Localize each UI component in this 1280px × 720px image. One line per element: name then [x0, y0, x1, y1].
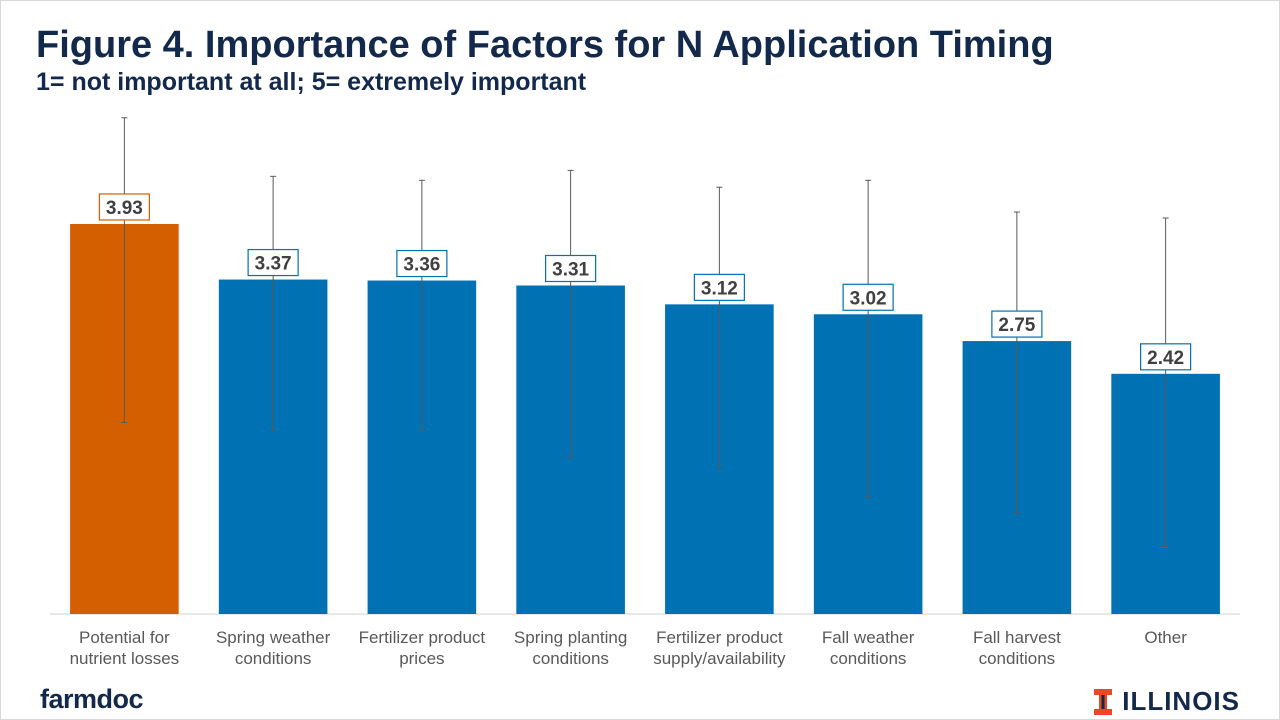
data-label: 3.93: [106, 198, 143, 219]
data-label-box: [247, 248, 299, 277]
data-label: 3.02: [850, 288, 887, 309]
x-tick-label: Fertilizer product prices: [359, 628, 486, 668]
x-tick-label: Fall harvest conditions: [973, 628, 1061, 668]
x-tick-label: Spring planting conditions: [514, 628, 627, 668]
data-label-box: [396, 249, 448, 278]
data-label-box: [98, 193, 150, 221]
data-label: 3.36: [403, 255, 440, 276]
x-tick-label: Spring weather conditions: [216, 628, 331, 668]
data-label-box: [842, 283, 894, 311]
illinois-logo: ILLINOIS: [1094, 686, 1240, 717]
data-label-box: [545, 254, 597, 283]
illinois-wordmark: ILLINOIS: [1122, 686, 1240, 716]
farmdoc-logo: farmdoc: [40, 684, 144, 714]
x-tick-label: Potential for nutrient losses: [70, 628, 180, 668]
block-i-icon: [1094, 688, 1113, 715]
chart-subtitle: 1= not important at all; 5= extremely im…: [36, 68, 587, 96]
data-label: 3.12: [701, 278, 738, 299]
data-label: 3.31: [552, 259, 589, 280]
x-tick-label: Fall weather conditions: [822, 628, 915, 668]
data-label: 2.75: [998, 315, 1035, 336]
data-label-box: [693, 273, 745, 301]
x-tick-label: Fertilizer product supply/availability: [653, 628, 786, 668]
x-tick-label: Other: [1144, 628, 1187, 647]
data-label: 2.42: [1147, 348, 1184, 369]
data-label: 3.37: [255, 254, 292, 275]
data-label-box: [1140, 343, 1192, 371]
chart-title: Figure 4. Importance of Factors for N Ap…: [36, 24, 1054, 66]
data-label-box: [991, 310, 1043, 338]
